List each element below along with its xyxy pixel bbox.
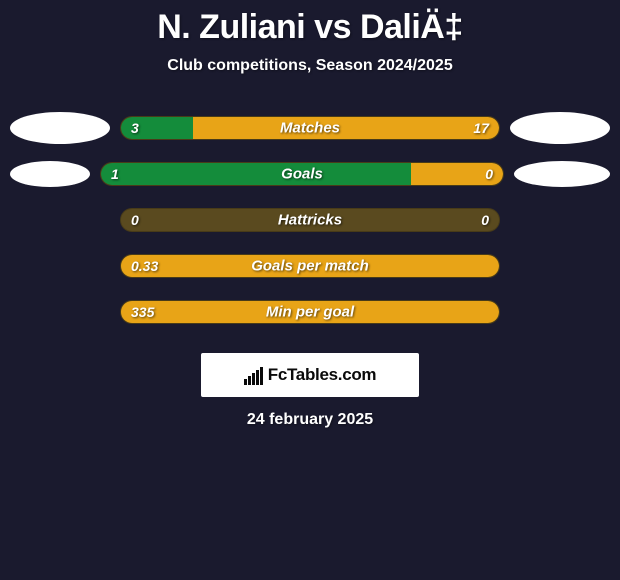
stat-row-matches: 3 17 Matches bbox=[0, 105, 620, 151]
stat-row-gpm: 0.33 Goals per match bbox=[0, 243, 620, 289]
page-title: N. Zuliani vs DaliÄ‡ bbox=[0, 8, 620, 47]
stat-left-value: 0 bbox=[131, 212, 139, 228]
stats-list: 3 17 Matches 1 0 Goals 0 0 Hattricks 0.33 Goals pe… bbox=[0, 105, 620, 335]
stat-row-hattricks: 0 0 Hattricks bbox=[0, 197, 620, 243]
stat-left-value: 335 bbox=[131, 304, 154, 320]
stat-row-goals: 1 0 Goals bbox=[0, 151, 620, 197]
stat-bar-left-fill bbox=[101, 163, 411, 185]
date-caption: 24 february 2025 bbox=[0, 411, 620, 429]
player-left-avatar bbox=[10, 112, 110, 144]
player-right-avatar bbox=[510, 112, 610, 144]
stat-right-value: 0 bbox=[481, 212, 489, 228]
comparison-card: N. Zuliani vs DaliÄ‡ Club competitions, … bbox=[0, 0, 620, 580]
stat-right-value: 17 bbox=[473, 120, 489, 136]
stat-left-value: 3 bbox=[131, 120, 139, 136]
stat-bar: 0 0 Hattricks bbox=[120, 208, 500, 232]
page-subtitle: Club competitions, Season 2024/2025 bbox=[0, 57, 620, 75]
stat-left-value: 1 bbox=[111, 166, 119, 182]
stat-bar: 3 17 Matches bbox=[120, 116, 500, 140]
stat-label: Matches bbox=[280, 120, 340, 137]
brand-badge: FcTables.com bbox=[201, 353, 419, 397]
stat-left-value: 0.33 bbox=[131, 258, 158, 274]
player-right-avatar bbox=[514, 161, 610, 187]
stat-row-mpg: 335 Min per goal bbox=[0, 289, 620, 335]
brand-text: FcTables.com bbox=[268, 365, 377, 385]
stat-label: Goals per match bbox=[251, 258, 369, 275]
stat-label: Hattricks bbox=[278, 212, 342, 229]
stat-bar: 1 0 Goals bbox=[100, 162, 504, 186]
brand-bars-icon bbox=[244, 365, 263, 385]
stat-label: Min per goal bbox=[266, 304, 354, 321]
stat-right-value: 0 bbox=[485, 166, 493, 182]
stat-bar-right-fill bbox=[193, 117, 499, 139]
player-left-avatar bbox=[10, 161, 90, 187]
stat-bar: 335 Min per goal bbox=[120, 300, 500, 324]
stat-bar: 0.33 Goals per match bbox=[120, 254, 500, 278]
stat-label: Goals bbox=[281, 166, 323, 183]
